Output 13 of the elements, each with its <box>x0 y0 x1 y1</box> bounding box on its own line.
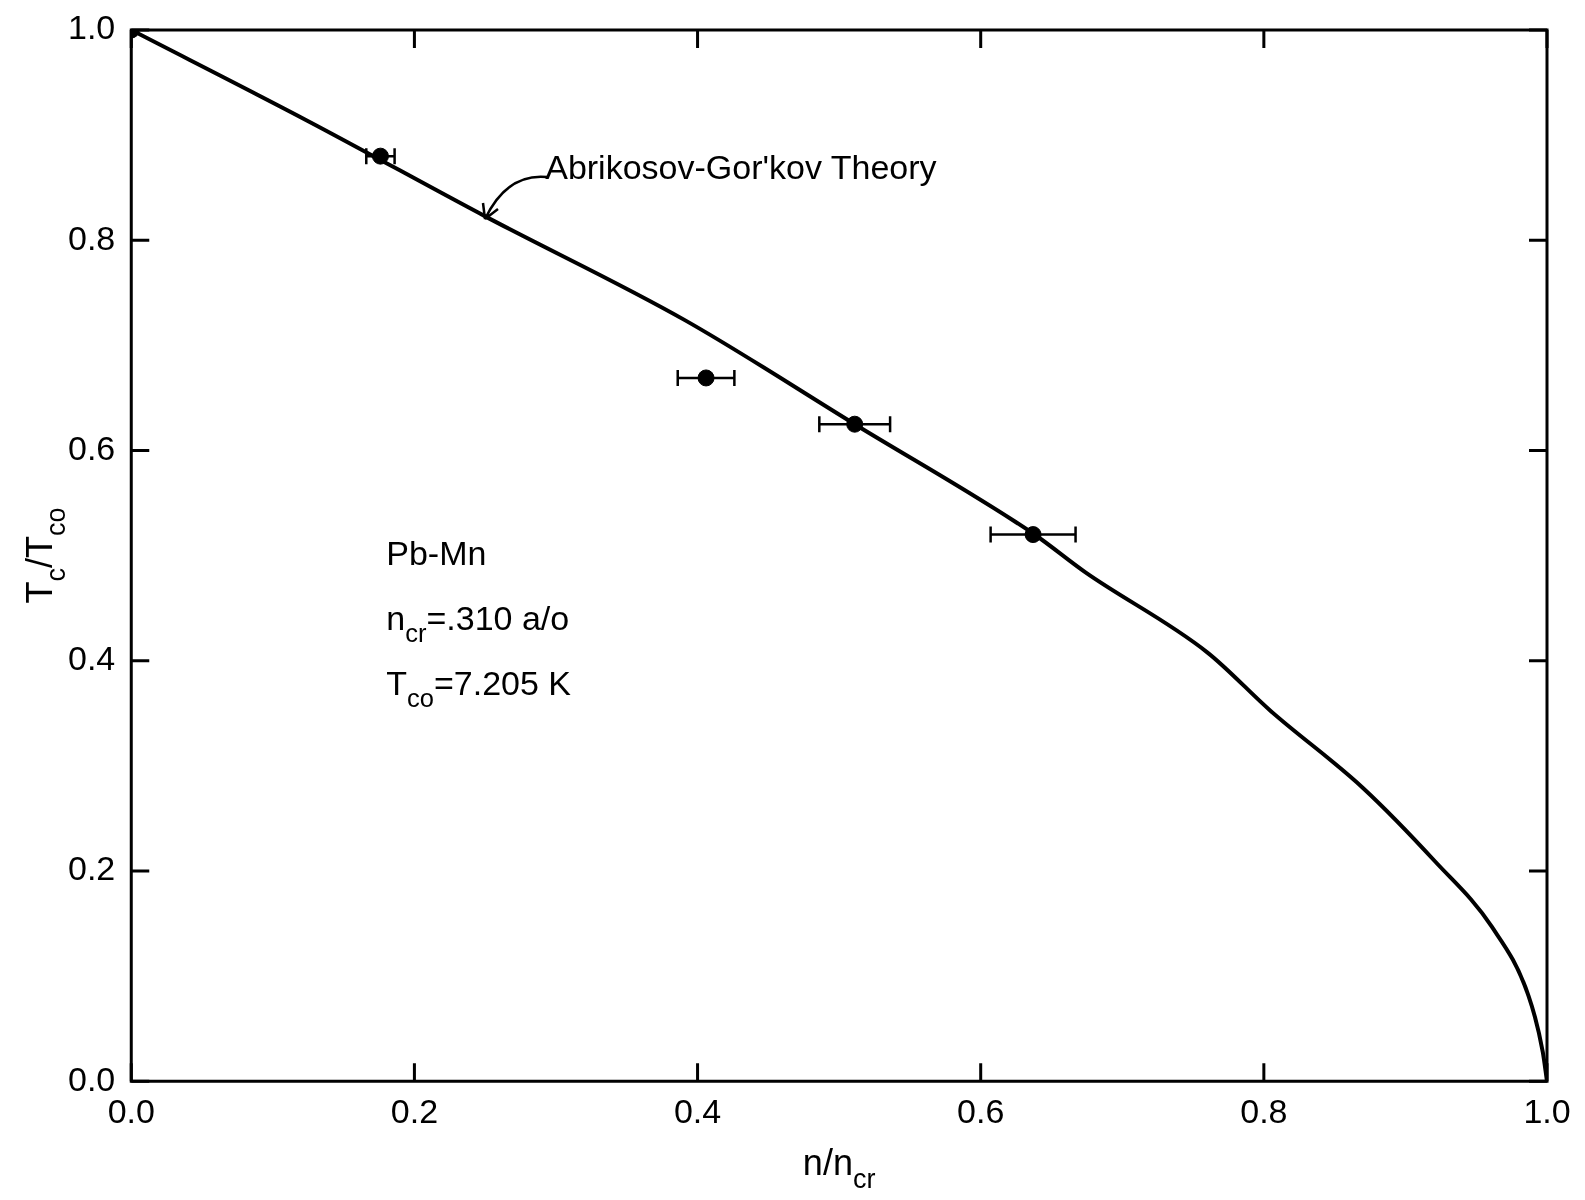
y-axis-title: Tc/Tco <box>19 507 71 604</box>
y-tick-label: 0.8 <box>68 218 116 257</box>
y-tick-label: 1.0 <box>68 8 116 47</box>
x-tick-label: 0.2 <box>390 1091 439 1130</box>
x-tick-label: 0.8 <box>1240 1091 1288 1130</box>
y-tick-label: 0.2 <box>68 849 116 888</box>
x-tick-label: 1.0 <box>1523 1091 1571 1130</box>
annotation: Pb-Mn <box>386 534 487 572</box>
x-tick-label: 0.6 <box>957 1091 1005 1130</box>
x-tick-label: 0.4 <box>673 1091 722 1130</box>
y-tick-label: 0.4 <box>68 639 116 678</box>
annotation: Abrikosov-Gor'kov Theory <box>545 148 937 187</box>
y-tick-label: 0.6 <box>68 428 116 467</box>
